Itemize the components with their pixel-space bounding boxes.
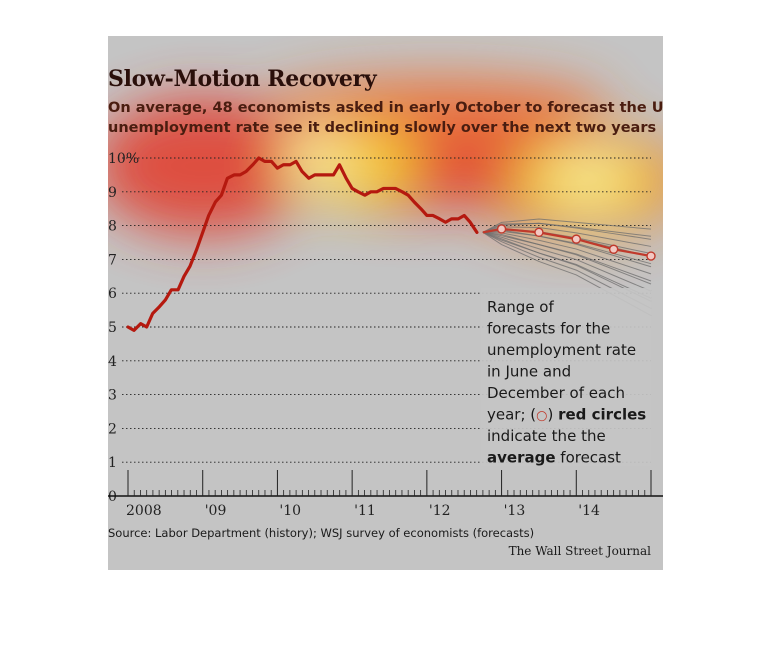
forecast-range-line bbox=[482, 218, 652, 233]
x-tick-label: '12 bbox=[429, 503, 451, 519]
annotation-line: December of each bbox=[487, 384, 625, 402]
annotation-text-segment: December of each bbox=[487, 384, 625, 402]
annotation-text-segment: ) bbox=[547, 406, 558, 424]
forecast-range-line bbox=[482, 231, 652, 299]
average-forecast-marker bbox=[646, 251, 656, 261]
y-tick-label: 9 bbox=[108, 185, 117, 201]
annotation-text-segment: forecasts for the bbox=[487, 320, 610, 338]
y-tick-label: 5 bbox=[108, 320, 117, 336]
average-forecast-marker bbox=[534, 227, 544, 238]
annotation-text-segment: in June and bbox=[487, 363, 571, 381]
annotation-line: year; (○) red circles bbox=[487, 406, 646, 424]
annotation-line: in June and bbox=[487, 363, 571, 381]
forecast-range-line bbox=[482, 231, 652, 292]
annotation-line: average forecast bbox=[487, 449, 621, 467]
x-tick-label: '13 bbox=[504, 503, 526, 519]
annotation-background bbox=[481, 288, 651, 466]
annotation-text-segment: year; ( bbox=[487, 406, 536, 424]
y-tick-label: 6 bbox=[108, 286, 117, 302]
chart-subtitle-line-2: unemployment rate see it declining slowl… bbox=[108, 120, 656, 136]
x-tick-label: '11 bbox=[354, 503, 376, 519]
y-tick-label: 7 bbox=[108, 252, 117, 268]
annotation-box: Range of forecasts for the unemployment ra… bbox=[481, 288, 651, 467]
credit-line: The Wall Street Journal bbox=[509, 544, 652, 558]
annotation-line: indicate the the bbox=[487, 427, 606, 445]
y-tick-label: 0 bbox=[108, 489, 117, 505]
y-tick-label: 10% bbox=[108, 151, 139, 167]
history-series bbox=[126, 156, 479, 332]
y-tick-label: 1 bbox=[108, 455, 117, 471]
source-note: Source: Labor Department (history); WSJ … bbox=[108, 526, 534, 540]
y-axis: 0 1 2 3 4 5 6 7 8 9 10% bbox=[108, 151, 139, 505]
annotation-text-segment: red circles bbox=[558, 406, 646, 424]
x-tick-label: 2008 bbox=[126, 503, 162, 519]
y-tick-label: 2 bbox=[108, 421, 117, 437]
heatmap-overlay bbox=[108, 78, 663, 236]
annotation-text-segment: average bbox=[487, 449, 556, 467]
annotation-line: unemployment rate bbox=[487, 341, 636, 359]
chart-title: Slow-Motion Recovery bbox=[108, 66, 378, 92]
x-axis: 2008 '09 '10 '11 '12 '13 '14 bbox=[108, 470, 663, 519]
x-tick-label: '09 bbox=[205, 503, 227, 519]
annotation-line: Range of bbox=[487, 298, 554, 316]
x-tick-label: '14 bbox=[578, 503, 600, 519]
forecast-range-line bbox=[482, 231, 652, 285]
annotation-text-segment: Range of bbox=[487, 298, 554, 316]
y-tick-label: 8 bbox=[108, 219, 117, 235]
marker-symbol-icon: ○ bbox=[536, 409, 547, 424]
average-forecast-marker bbox=[608, 244, 619, 254]
annotation-text-segment: unemployment rate bbox=[487, 341, 636, 359]
forecast-range-line bbox=[482, 231, 652, 282]
average-forecast-marker bbox=[571, 234, 581, 244]
history-line bbox=[126, 156, 479, 332]
y-tick-label: 4 bbox=[108, 354, 117, 370]
annotation-text-segment: forecast bbox=[556, 449, 622, 467]
chart: Slow-Motion Recovery On average, 48 econ… bbox=[108, 66, 663, 558]
x-tick-label: '10 bbox=[279, 503, 301, 519]
average-forecast-marker bbox=[496, 224, 507, 234]
y-tick-label: 3 bbox=[108, 388, 117, 404]
chart-subtitle-line-1: On average, 48 economists asked in early… bbox=[108, 100, 663, 116]
forecast-range-line bbox=[482, 231, 652, 275]
chart-card: Slow-Motion Recovery On average, 48 econ… bbox=[108, 36, 663, 570]
average-forecast-series bbox=[482, 224, 656, 261]
annotation-line: forecasts for the bbox=[487, 320, 610, 338]
annotation-text-segment: indicate the the bbox=[487, 427, 606, 445]
